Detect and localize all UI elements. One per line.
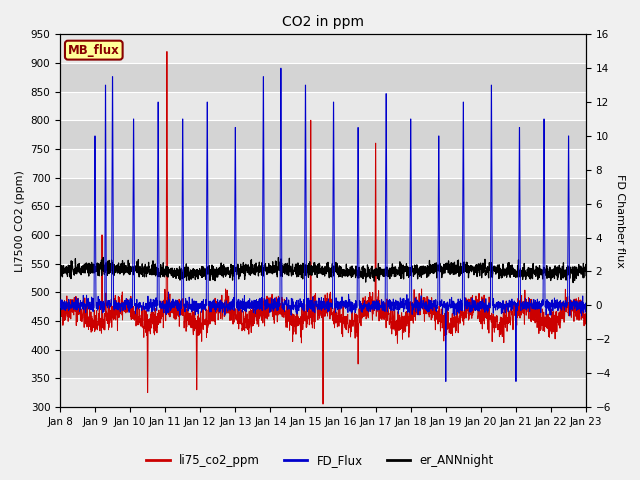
Bar [60,120,586,149]
Bar [60,349,586,378]
Bar [60,292,586,321]
Bar [60,206,586,235]
Title: CO2 in ppm: CO2 in ppm [282,15,364,29]
Y-axis label: LI7500 CO2 (ppm): LI7500 CO2 (ppm) [15,169,25,272]
Bar [60,264,586,292]
Bar [60,178,586,206]
Bar [60,149,586,178]
Bar [60,92,586,120]
Bar [60,63,586,92]
Y-axis label: FD Chamber flux: FD Chamber flux [615,174,625,267]
Bar [60,321,586,349]
Bar [60,35,586,63]
Legend: li75_co2_ppm, FD_Flux, er_ANNnight: li75_co2_ppm, FD_Flux, er_ANNnight [141,449,499,472]
Text: MB_flux: MB_flux [68,44,120,57]
Bar [60,378,586,407]
Bar [60,235,586,264]
